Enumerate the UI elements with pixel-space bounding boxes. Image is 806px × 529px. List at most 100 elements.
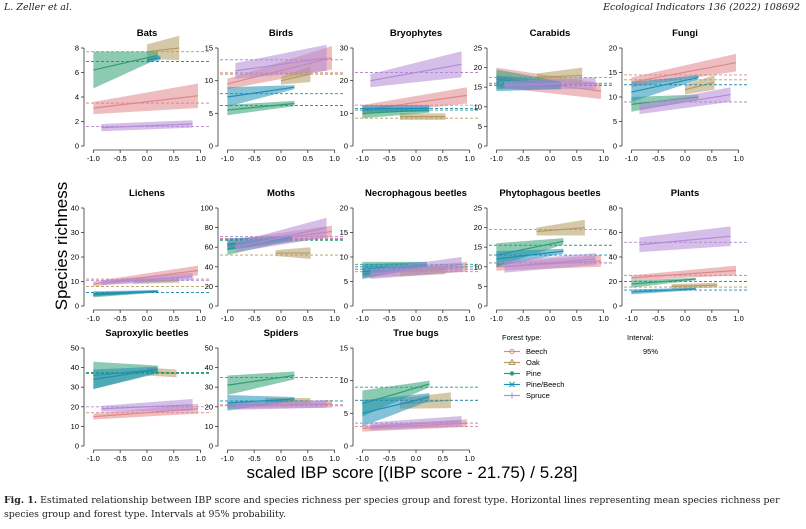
legend-title: Forest type: (502, 333, 542, 342)
x-tick-label: 1.0 (464, 314, 474, 323)
y-tick-label: 15 (474, 83, 482, 92)
panel-phytophagous-beetles: Phytophagous beetles 0 5 10 15 20 25 -1.0 -0.5 0.… (474, 188, 613, 323)
y-tick-label: 0 (613, 302, 617, 311)
x-tick-label: -1.0 (356, 454, 369, 463)
x-tick-label: 1.0 (329, 314, 339, 323)
y-tick-label: 40 (71, 204, 79, 213)
y-tick-label: 5 (478, 282, 482, 291)
panel-bats: Bats 0 2 4 6 8 -1.0 -0.5 0.0 0.5 1.0 (75, 28, 210, 163)
y-tick-label: 5 (344, 409, 348, 418)
fit-line-oak (671, 284, 718, 287)
fit-line-spruce (235, 57, 327, 72)
y-tick-label: 0 (75, 142, 79, 151)
y-tick-label: 40 (609, 253, 617, 262)
panel-bryophytes: Bryophytes 0 10 20 30 -1.0 -0.5 0.0 0.5 1.0 (340, 28, 479, 163)
y-tick-label: 20 (71, 253, 79, 262)
x-tick-label: -0.5 (652, 314, 665, 323)
x-tick-label: -0.5 (517, 314, 530, 323)
ci-band-spruce (639, 226, 731, 253)
panel-title: Plants (671, 188, 700, 199)
y-tick-label: 8 (75, 44, 79, 53)
y-tick-label: 20 (609, 277, 617, 286)
y-tick-label: 80 (205, 223, 213, 232)
y-tick-label: 10 (340, 109, 348, 118)
ci-band-spruce (235, 217, 327, 253)
x-tick-label: -1.0 (87, 314, 100, 323)
x-tick-label: 0.5 (303, 454, 313, 463)
y-tick-label: 0 (75, 442, 79, 451)
x-axis-label: scaled IBP score [(IBP score - 21.75) / … (246, 463, 577, 482)
fit-line-oak (684, 81, 715, 91)
fit-line-oak (146, 47, 180, 53)
caption-label: Fig. 1. (4, 495, 38, 506)
panel-title: True bugs (393, 328, 438, 339)
header-journal: Ecological Indicators 136 (2022) 108692 (603, 2, 800, 13)
x-tick-label: 0.5 (438, 314, 448, 323)
y-tick-label: 6 (75, 68, 79, 77)
x-tick-label: 1.0 (195, 154, 205, 163)
y-tick-label: 5 (478, 122, 482, 131)
ci-band-spruce (504, 77, 596, 90)
panel-title: Moths (267, 188, 295, 199)
fit-line-pine-beech (227, 398, 295, 404)
x-tick-label: -0.5 (383, 154, 396, 163)
y-tick-label: 30 (205, 383, 213, 392)
x-tick-label: 0.0 (545, 154, 555, 163)
y-tick-label: 0 (344, 442, 348, 451)
y-tick-label: 40 (71, 363, 79, 372)
x-tick-label: 1.0 (329, 154, 339, 163)
x-tick-label: 0.0 (276, 314, 286, 323)
x-tick-label: -0.5 (383, 314, 396, 323)
x-tick-label: 1.0 (598, 314, 608, 323)
x-tick-label: 0.5 (169, 154, 179, 163)
fit-line-oak (536, 74, 583, 78)
x-tick-label: 1.0 (329, 454, 339, 463)
legend-interval-value: 95% (643, 347, 658, 356)
y-tick-label: 4 (75, 93, 79, 102)
x-tick-label: 0.0 (142, 454, 152, 463)
figure-1-multipanel-chart: Bats 0 2 4 6 8 -1.0 -0.5 0.0 0.5 1.0 Birds 0 5 10 15 -1.… (52, 28, 748, 482)
y-tick-label: 20 (205, 282, 213, 291)
y-tick-label: 0 (209, 442, 213, 451)
panel-title: Lichens (129, 188, 165, 199)
y-tick-label: 0 (478, 142, 482, 151)
fit-line-pine-beech (631, 288, 696, 293)
fit-line-spruce (370, 420, 462, 427)
fit-line-pine-beech (362, 396, 430, 414)
x-tick-label: -1.0 (221, 154, 234, 163)
fit-line-spruce (235, 227, 327, 248)
y-tick-label: 10 (205, 422, 213, 431)
legend-label-pine-beech: Pine/Beech (526, 380, 564, 389)
y-tick-label: 2 (75, 117, 79, 126)
y-tick-label: 10 (205, 76, 213, 85)
x-tick-label: -1.0 (356, 154, 369, 163)
fit-line-pine-beech (93, 368, 158, 380)
y-tick-label: 0 (75, 302, 79, 311)
y-tick-label: 0 (209, 302, 213, 311)
x-tick-label: 0.5 (169, 314, 179, 323)
panel-spiders: Spiders 0 10 20 30 40 50 -1.0 -0.5 0.0 0.5 1.0 (205, 328, 344, 463)
x-tick-label: -1.0 (625, 314, 638, 323)
x-tick-label: -0.5 (248, 454, 261, 463)
legend-interval-title: Interval: (627, 333, 654, 342)
fit-line-pine (227, 374, 295, 386)
ci-band-spruce (370, 51, 462, 88)
y-tick-label: 60 (609, 228, 617, 237)
panel-fungi: Fungi 0 5 10 15 20 -1.0 -0.5 0.0 0.5 1.0 (609, 28, 748, 163)
panel-title: Birds (269, 28, 293, 39)
x-tick-label: -1.0 (221, 454, 234, 463)
y-tick-label: 20 (340, 204, 348, 213)
fit-line-pine-beech (146, 57, 161, 61)
y-tick-label: 5 (613, 117, 617, 126)
y-axis-label: Species richness (52, 182, 71, 311)
x-tick-label: 0.5 (572, 154, 582, 163)
y-tick-label: 25 (474, 44, 482, 53)
panel-lichens: Lichens 0 10 20 30 40 -1.0 -0.5 0.0 0.5 1.0 (71, 188, 210, 323)
y-tick-label: 15 (609, 68, 617, 77)
fit-line-pine (227, 102, 295, 111)
x-tick-label: -1.0 (356, 314, 369, 323)
fit-line-spruce (235, 403, 327, 408)
panel-necrophagous-beetles: Necrophagous beetles 0 5 10 15 20 -1.0 -0.5 0.0 0… (340, 188, 479, 323)
ci-band-beech (631, 265, 736, 281)
y-tick-label: 20 (205, 402, 213, 411)
